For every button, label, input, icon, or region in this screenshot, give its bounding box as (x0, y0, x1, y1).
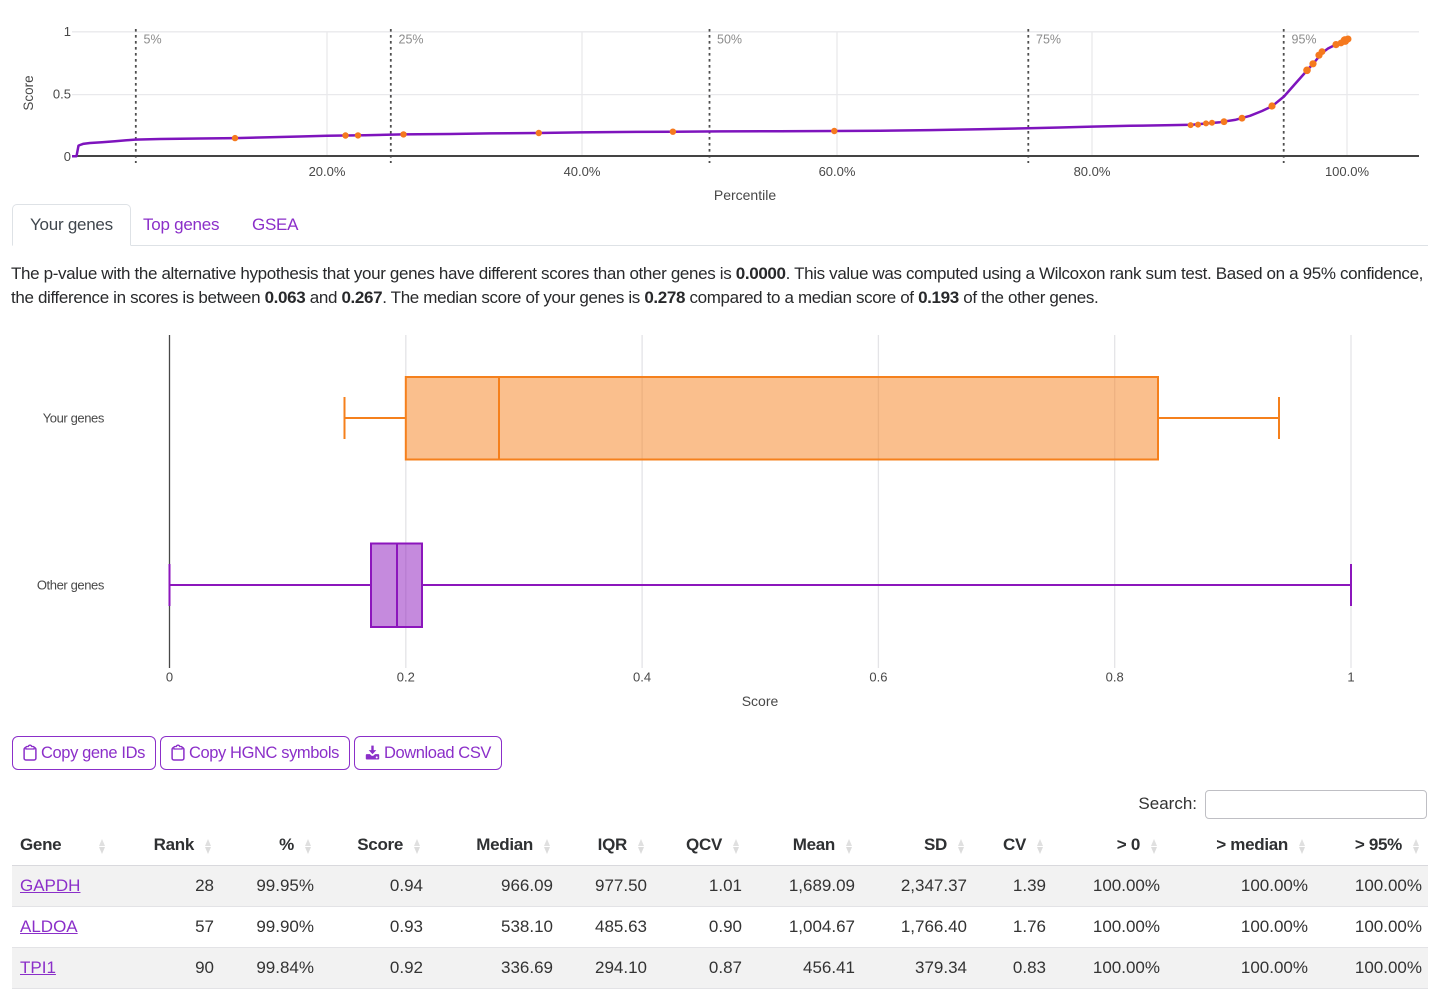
svg-text:25%: 25% (399, 32, 424, 46)
svg-text:95%: 95% (1292, 32, 1317, 46)
svg-text:80.0%: 80.0% (1074, 164, 1111, 179)
svg-text:75%: 75% (1036, 32, 1061, 46)
svg-text:20.0%: 20.0% (309, 164, 346, 179)
svg-text:Your genes: Your genes (43, 411, 105, 426)
svg-text:100.0%: 100.0% (1325, 164, 1370, 179)
svg-text:0.4: 0.4 (633, 670, 651, 685)
svg-text:0.8: 0.8 (1106, 670, 1124, 685)
svg-text:0: 0 (166, 670, 173, 685)
svg-text:Other genes: Other genes (37, 578, 105, 593)
svg-text:Score: Score (21, 75, 36, 110)
svg-text:Score: Score (742, 693, 779, 709)
svg-text:1: 1 (64, 24, 71, 39)
svg-text:50%: 50% (717, 32, 742, 46)
svg-text:60.0%: 60.0% (819, 164, 856, 179)
svg-text:0.5: 0.5 (53, 86, 71, 101)
svg-text:1: 1 (1347, 670, 1354, 685)
svg-text:40.0%: 40.0% (564, 164, 601, 179)
svg-text:0.6: 0.6 (869, 670, 887, 685)
svg-text:5%: 5% (144, 32, 162, 46)
svg-text:0.2: 0.2 (397, 670, 415, 685)
svg-text:0: 0 (64, 149, 71, 164)
svg-text:Percentile: Percentile (714, 187, 776, 203)
